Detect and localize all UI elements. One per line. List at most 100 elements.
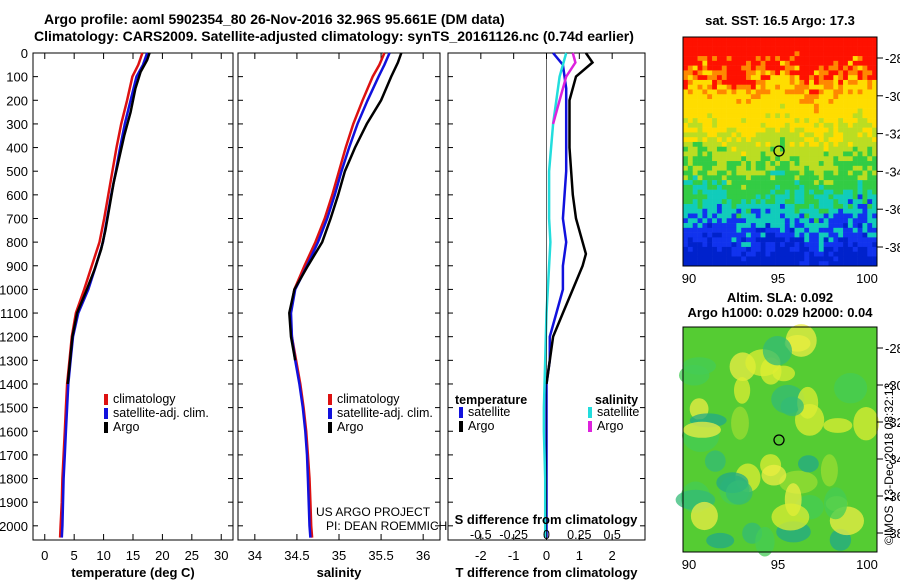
sst-cell (692, 89, 698, 95)
sst-cell (712, 113, 718, 119)
sst-cell (687, 237, 693, 243)
sst-cell (716, 122, 723, 128)
sst-cell (843, 89, 849, 95)
sla-blob (734, 377, 751, 404)
sst-cell (813, 227, 820, 233)
sst-cell (780, 51, 786, 57)
sst-cell (692, 41, 698, 47)
sst-cell (780, 242, 786, 248)
sst-cell (833, 70, 839, 76)
sst-cell (702, 218, 708, 224)
sst-cell (702, 46, 708, 52)
sst-cell (828, 103, 834, 109)
sst-cell (784, 232, 790, 238)
sst-cell (775, 184, 781, 190)
sst-cell (809, 65, 815, 71)
sst-cell (867, 237, 873, 243)
sst-cell (804, 113, 810, 119)
sst-cell (838, 94, 844, 100)
sst-cell (775, 70, 781, 76)
sst-cell (755, 51, 761, 57)
sst-cell (847, 170, 854, 176)
sst-cell (852, 237, 858, 243)
sst-cell (872, 251, 878, 257)
sst-cell (828, 246, 834, 252)
sst-cell (838, 118, 844, 124)
sst-cell (872, 108, 878, 114)
sst-cell (770, 89, 776, 95)
sst-cell (721, 132, 727, 138)
sst-cell (828, 218, 834, 224)
sst-cell (872, 94, 878, 100)
sst-cell (687, 208, 693, 214)
sst-cell (765, 218, 771, 224)
sst-cell (712, 175, 718, 181)
sst-cell (838, 113, 844, 119)
sst-cell (692, 251, 698, 257)
sst-cell (813, 180, 820, 186)
sst-cell (683, 37, 689, 43)
sst-cell (750, 203, 757, 210)
sst-cell (809, 170, 815, 176)
sst-cell (818, 256, 824, 262)
sst-cell (804, 137, 810, 143)
sst-cell (867, 122, 873, 128)
sst-cell (833, 122, 839, 128)
sst-cell (775, 223, 781, 229)
sst-cell (716, 37, 723, 43)
sst-cell (731, 127, 737, 133)
sst-cell (683, 261, 689, 267)
sst-cell (852, 165, 858, 171)
sst-cell (702, 189, 708, 195)
sst-cell (721, 141, 727, 148)
sst-cell (746, 75, 752, 81)
sst-cell (809, 41, 815, 47)
sst-cell (843, 261, 849, 267)
sst-cell (731, 203, 737, 210)
sst-cell (687, 60, 693, 66)
sst-cell (843, 65, 849, 71)
sst-cell (765, 227, 771, 233)
sst-cell (702, 103, 708, 109)
sst-cell (813, 256, 820, 262)
sst-cell (789, 118, 795, 124)
sst-cell (843, 75, 849, 81)
sst-cell (746, 227, 752, 233)
sst-cell (828, 132, 834, 138)
sst-cell (852, 113, 858, 119)
sst-cell (823, 99, 829, 105)
sst-cell (833, 261, 839, 267)
sst-cell (794, 170, 800, 176)
sst-cell (687, 41, 693, 47)
sst-cell (867, 203, 873, 210)
sst-cell (828, 146, 834, 152)
sst-cell (867, 51, 873, 57)
sst-cell (818, 99, 824, 105)
sst-cell (857, 232, 863, 238)
sst-cell (847, 70, 854, 76)
sst-cell (857, 46, 863, 52)
sst-cell (750, 108, 757, 114)
sst-cell (760, 203, 766, 210)
sst-cell (794, 108, 800, 114)
sst-cell (702, 151, 708, 157)
sst-cell (794, 251, 800, 257)
sst-cell (818, 79, 824, 86)
sst-cell (780, 251, 786, 257)
sst-cell (872, 127, 878, 133)
sst-cell (847, 46, 854, 52)
sst-cell (852, 108, 858, 114)
sst-cell (847, 79, 854, 86)
sst-cell (746, 175, 752, 181)
sst-cell (804, 122, 810, 128)
sst-cell (862, 170, 868, 176)
sst-cell (823, 151, 829, 157)
sst-cell (683, 194, 689, 200)
sst-cell (828, 203, 834, 210)
sst-cell (843, 113, 849, 119)
sst-cell (809, 246, 815, 252)
sst-cell (872, 161, 878, 167)
sst-cell (760, 37, 766, 43)
sst-cell (746, 122, 752, 128)
sst-cell (867, 156, 873, 162)
